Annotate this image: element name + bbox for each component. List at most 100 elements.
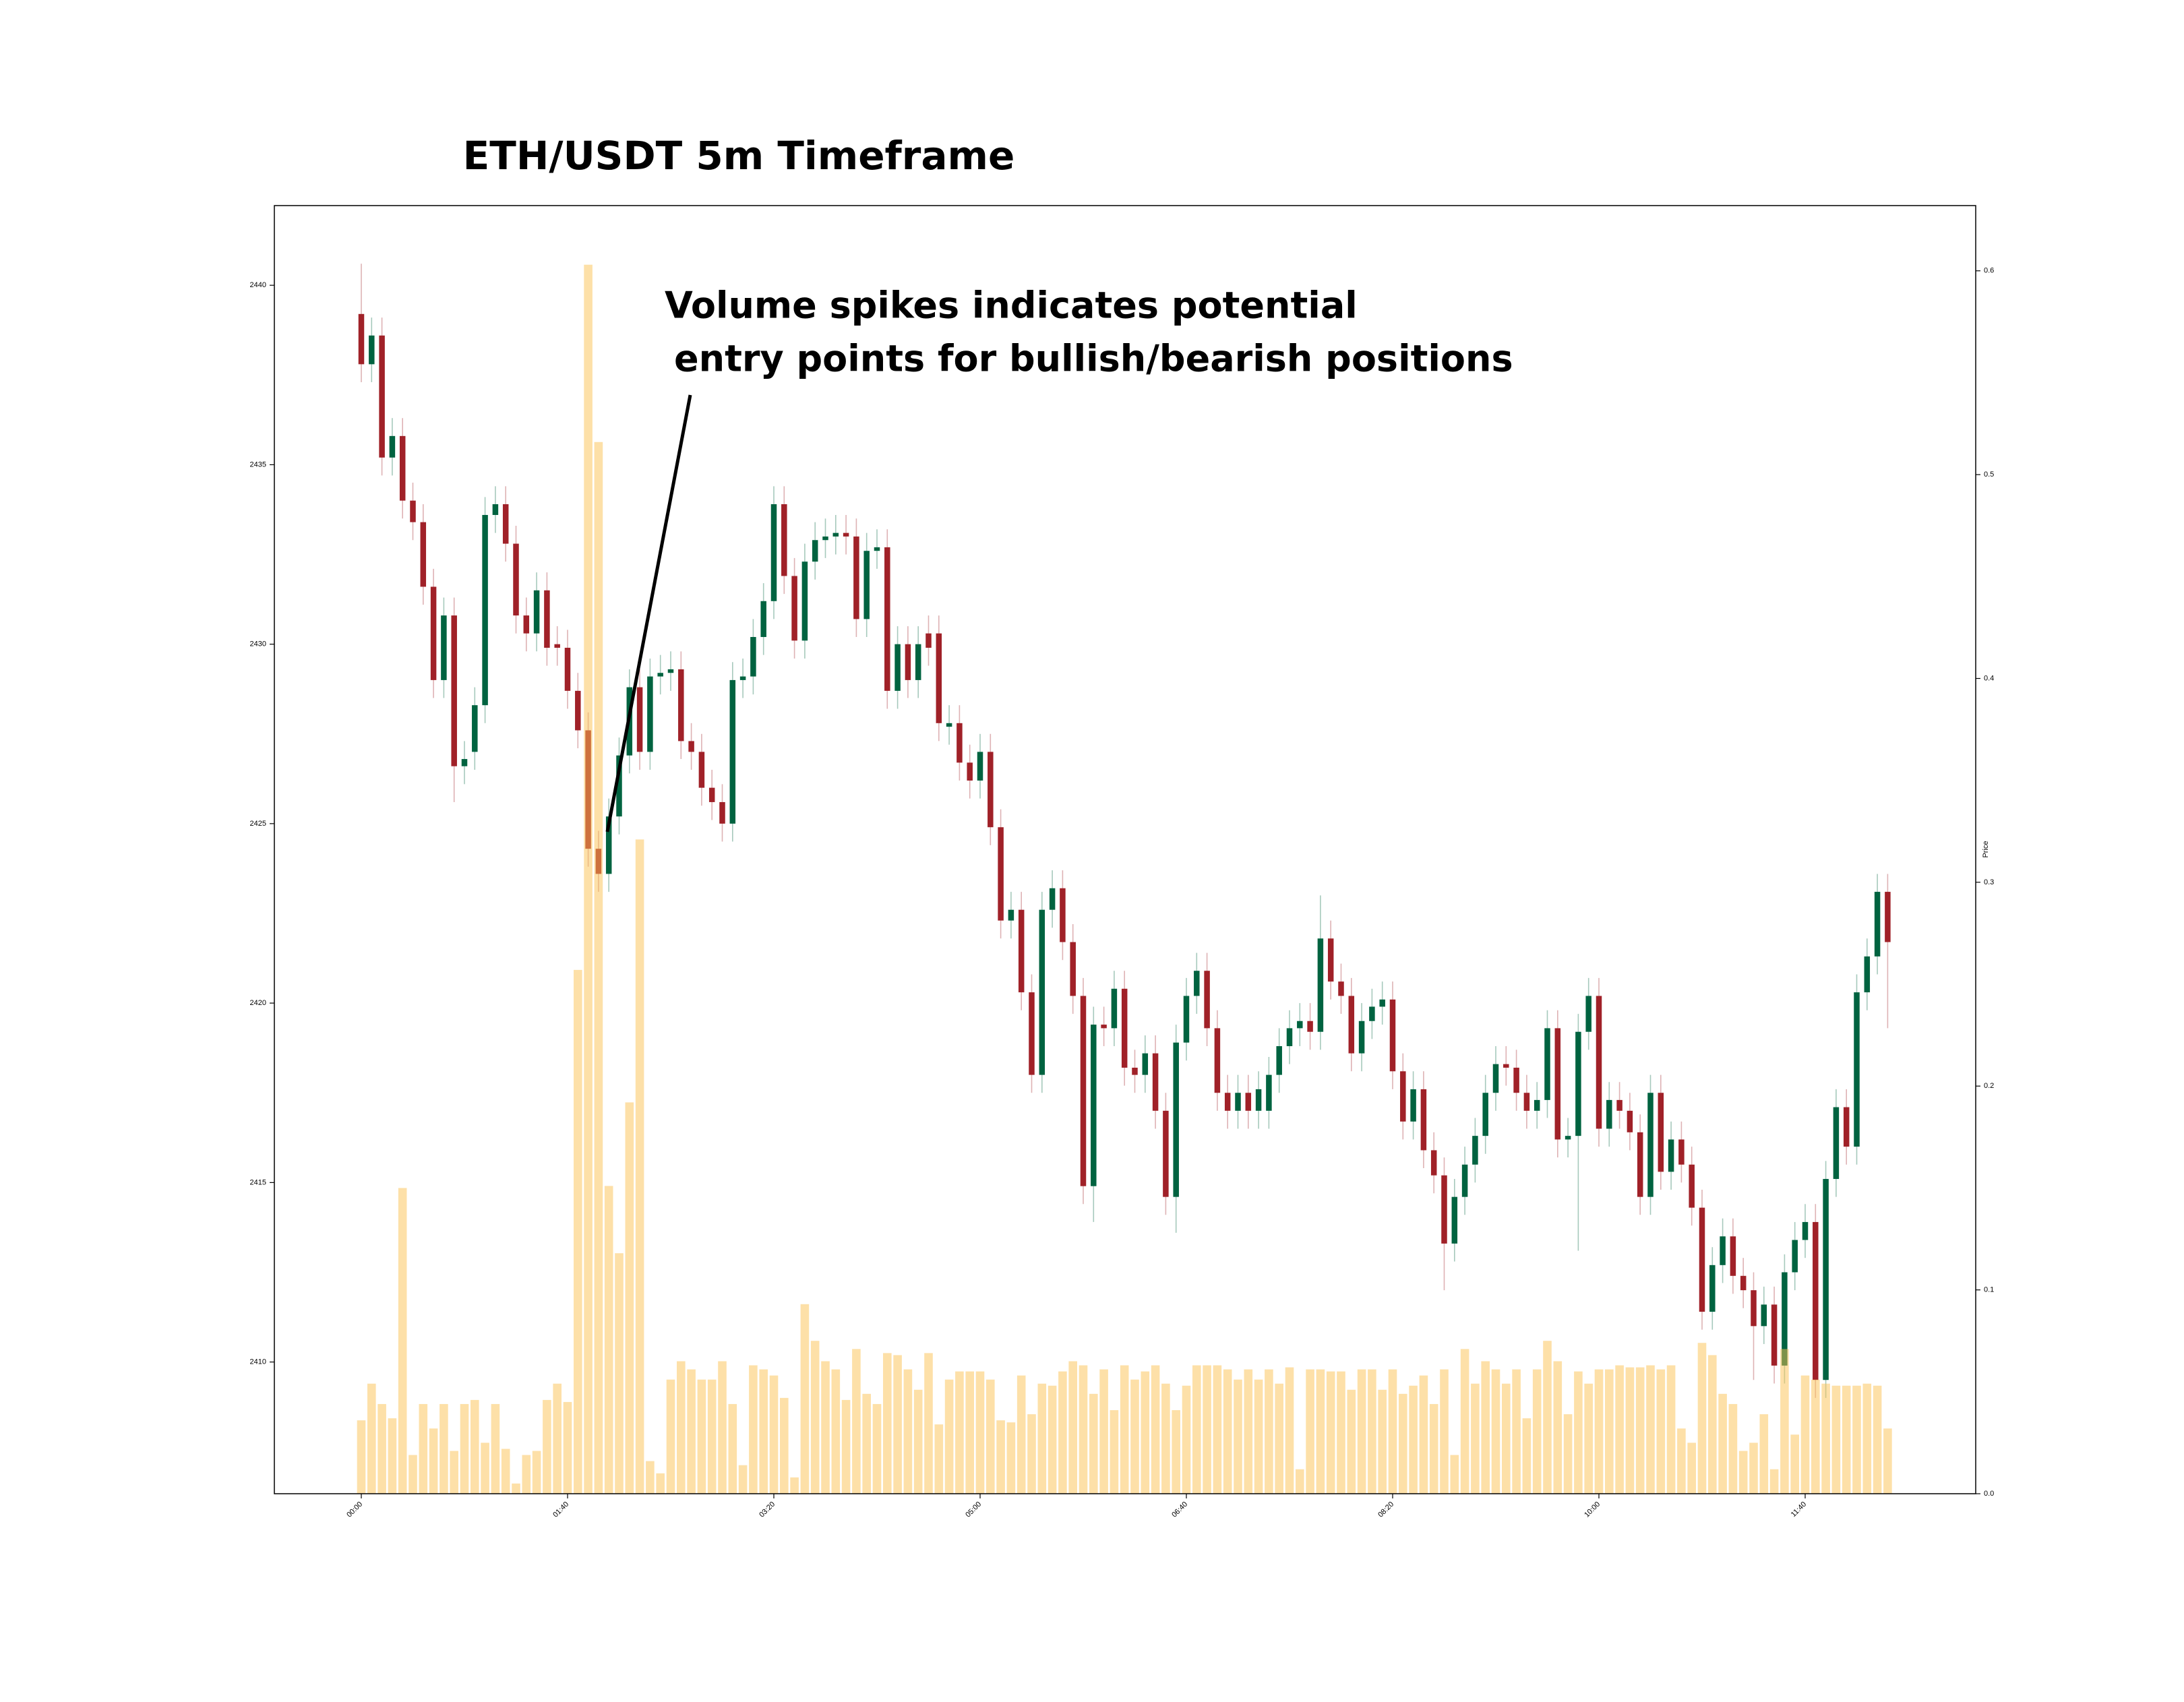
- candle-body: [1307, 1021, 1313, 1032]
- volume-bar: [460, 1403, 469, 1494]
- candle-body: [988, 752, 994, 828]
- candle-body: [1266, 1074, 1272, 1111]
- volume-bar: [800, 1304, 810, 1494]
- volume-bar: [377, 1403, 386, 1494]
- y-tick-label: 2425: [250, 820, 266, 828]
- candle-body: [678, 669, 684, 741]
- volume-bar: [1769, 1469, 1779, 1494]
- candle-body: [1813, 1221, 1819, 1380]
- candle-body: [1297, 1021, 1303, 1029]
- volume-bar: [1718, 1393, 1727, 1494]
- candle-body: [523, 615, 530, 634]
- volume-bar: [852, 1349, 861, 1494]
- volume-bar: [780, 1397, 789, 1494]
- volume-bar: [687, 1369, 696, 1494]
- candle-body: [1513, 1067, 1519, 1093]
- candle-body: [1503, 1064, 1509, 1068]
- volume-bar: [1831, 1385, 1841, 1494]
- volume-bar: [913, 1389, 923, 1494]
- candle-body: [915, 644, 921, 680]
- volume-bar: [1708, 1355, 1717, 1494]
- candle-body: [636, 687, 643, 752]
- volume-bar: [1481, 1361, 1490, 1494]
- volume-bar: [986, 1379, 995, 1494]
- candle-body: [1833, 1107, 1840, 1180]
- volume-bar: [1749, 1442, 1758, 1494]
- volume-bar: [635, 839, 644, 1494]
- candle-body: [884, 547, 890, 691]
- candle-body: [1802, 1221, 1809, 1240]
- candle-body: [1472, 1136, 1478, 1165]
- volume-bar: [1553, 1361, 1563, 1494]
- volume-bar: [1161, 1383, 1170, 1494]
- candle-body: [708, 787, 715, 802]
- candle-body: [1317, 938, 1324, 1032]
- volume-bar: [1244, 1369, 1253, 1494]
- candle-body: [1060, 888, 1066, 942]
- volume-bar: [1182, 1385, 1191, 1494]
- candle-body: [1338, 981, 1344, 996]
- volume-bar: [1378, 1389, 1387, 1494]
- volume-bar: [429, 1428, 438, 1494]
- candle-body: [1121, 988, 1128, 1068]
- volume-bar: [1347, 1389, 1356, 1494]
- candle-body: [957, 723, 963, 763]
- volume-bar: [1666, 1365, 1676, 1494]
- candle-body: [967, 762, 973, 781]
- candle-body: [1554, 1028, 1561, 1140]
- candle-body: [1420, 1089, 1427, 1151]
- volume-bar: [594, 442, 603, 1494]
- y-tick-label: 2435: [250, 460, 266, 468]
- candle-body: [451, 615, 457, 766]
- y-tick-label: 2420: [250, 999, 266, 1007]
- volume-bar: [439, 1403, 448, 1494]
- candle-body: [1606, 1099, 1612, 1129]
- volume-bar: [1522, 1418, 1531, 1494]
- candle-body: [1854, 992, 1860, 1147]
- candle-body: [1699, 1207, 1705, 1312]
- candle-body: [492, 504, 499, 515]
- candle-body: [1441, 1175, 1447, 1244]
- candle-body: [1101, 1025, 1107, 1029]
- candle-body: [1534, 1099, 1540, 1111]
- y2-tick-label: 0.4: [1984, 674, 1994, 682]
- candle-body: [1616, 1099, 1622, 1111]
- volume-bar: [1079, 1365, 1088, 1494]
- volume-bar: [532, 1451, 541, 1494]
- candle-body: [513, 543, 519, 616]
- candle-body: [1327, 938, 1334, 982]
- volume-bar: [1254, 1379, 1263, 1494]
- candle-body: [1658, 1093, 1664, 1172]
- volume-bar: [944, 1379, 954, 1494]
- volume-bar: [975, 1371, 985, 1494]
- volume-bars: [357, 264, 1892, 1494]
- candle-body: [822, 536, 828, 541]
- volume-bar: [1275, 1383, 1283, 1494]
- volume-bar: [1780, 1349, 1789, 1494]
- y-tick-label: 2430: [250, 640, 266, 648]
- volume-bar: [862, 1393, 871, 1494]
- candle-body: [441, 615, 447, 680]
- volume-bar: [1502, 1383, 1511, 1494]
- volume-bar: [924, 1353, 933, 1494]
- candle-body: [1461, 1164, 1468, 1197]
- candle-body: [369, 335, 375, 365]
- y-tick-label: 2415: [250, 1178, 266, 1186]
- volume-bar: [1584, 1383, 1593, 1494]
- candle-body: [379, 335, 385, 458]
- candle-body: [1348, 996, 1355, 1054]
- volume-bar: [1471, 1383, 1480, 1494]
- volume-bar: [1419, 1375, 1428, 1494]
- candle-body: [472, 705, 478, 752]
- candle-body: [688, 741, 694, 752]
- candle-body: [657, 673, 663, 677]
- volume-bar: [1491, 1369, 1500, 1494]
- candle-body: [575, 690, 581, 731]
- plot-frame: [274, 205, 1976, 1494]
- volume-bar: [543, 1399, 551, 1494]
- volume-bar: [357, 1420, 366, 1494]
- volume-bar: [615, 1253, 624, 1494]
- candle-body: [801, 561, 808, 641]
- volume-bar: [934, 1424, 944, 1494]
- volume-bar: [1368, 1369, 1376, 1494]
